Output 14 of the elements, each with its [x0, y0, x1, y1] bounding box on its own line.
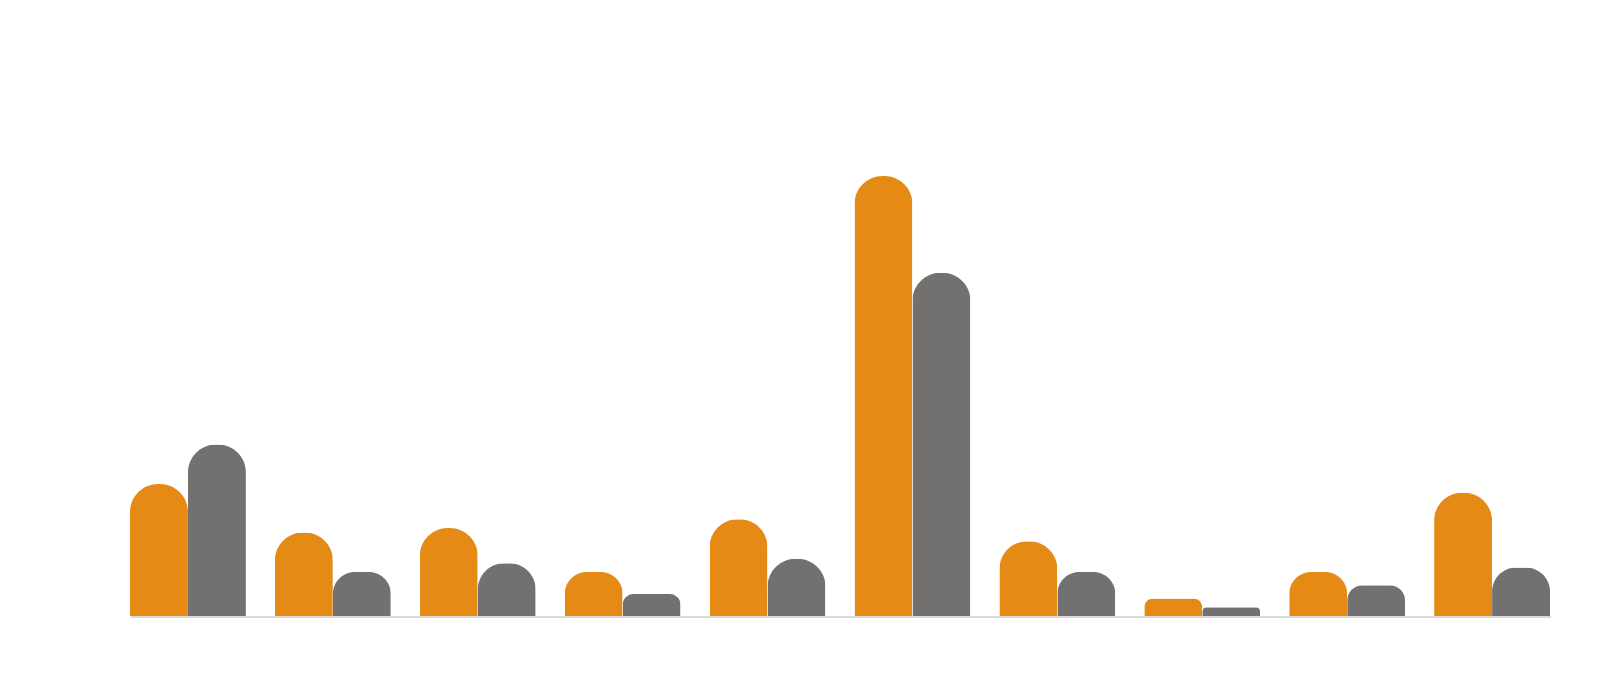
- bar: [187, 444, 246, 616]
- bar: [912, 272, 971, 616]
- bar: [564, 572, 623, 616]
- bar: [130, 484, 188, 616]
- bar: [622, 594, 681, 616]
- bar: [999, 541, 1058, 616]
- bar: [709, 519, 768, 616]
- bar: [1057, 572, 1116, 616]
- bar: [1144, 598, 1203, 616]
- bar: [1434, 492, 1493, 616]
- bar: [274, 532, 333, 616]
- bar: [1347, 585, 1406, 616]
- bar: [419, 528, 478, 616]
- bar: [854, 176, 913, 616]
